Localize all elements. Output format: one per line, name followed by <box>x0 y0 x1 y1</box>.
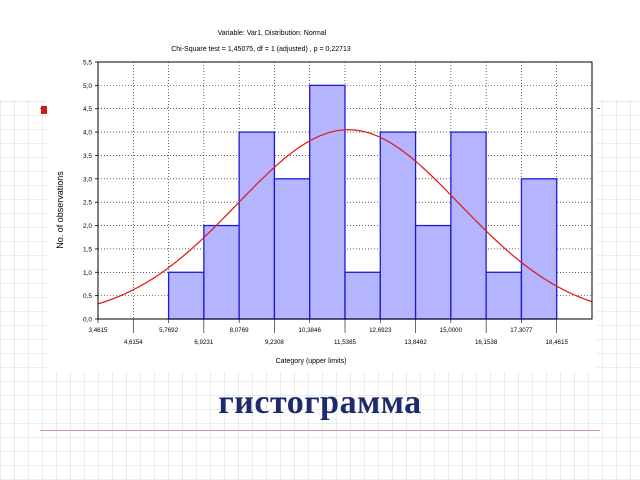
y-tick-label: 2,0 <box>83 223 92 230</box>
x-tick-label: 3,4615 <box>89 327 108 334</box>
bars-layer <box>167 84 558 320</box>
x-tick-label: 16,1538 <box>475 339 498 346</box>
x-tick-label: 8,0769 <box>230 327 249 334</box>
chart-subtitle: Chi-Square test = 1,45075, df = 1 (adjus… <box>171 46 351 53</box>
histogram-bar <box>238 131 276 320</box>
accent-square <box>41 106 49 114</box>
histogram-bar <box>344 271 381 320</box>
y-tick-label: 0,0 <box>83 317 92 324</box>
chart-svg: Variable: Var1, Distribution: Normal Chi… <box>55 30 593 365</box>
histogram-bar <box>167 271 205 320</box>
histogram-bar <box>520 178 558 320</box>
x-tick-label: 9,2308 <box>265 339 284 346</box>
normal-fit-curve <box>97 129 593 305</box>
x-tick-label: 15,0000 <box>440 327 463 334</box>
histogram-chart: Variable: Var1, Distribution: Normal Chi… <box>47 22 597 372</box>
histogram-bar <box>309 84 346 320</box>
x-axis-label: Category (upper limits) <box>276 358 347 365</box>
ticks-layer: 0,0 0,5 1,0 1,5 2,0 2,5 3,0 3,5 4,0 4,5 5,0 5,5 3,46… <box>83 60 568 347</box>
accent-line-bottom <box>40 430 600 431</box>
x-tick-label: 12,6923 <box>369 327 392 334</box>
x-tick-label: 6,9231 <box>194 339 213 346</box>
y-tick-label: 4,5 <box>83 106 92 113</box>
chart-title: Variable: Var1, Distribution: Normal <box>218 30 327 37</box>
y-tick-label: 1,0 <box>83 270 92 277</box>
x-tick-label: 10,3846 <box>299 327 322 334</box>
histogram-bar <box>485 271 523 320</box>
curve-layer <box>97 129 593 305</box>
y-tick-label: 0,5 <box>83 293 92 300</box>
x-tick-label: 18,4615 <box>546 339 569 346</box>
y-tick-label: 2,5 <box>83 200 92 207</box>
x-tick-label: 13,8462 <box>404 339 427 346</box>
slide-caption: гистограмма <box>218 384 422 421</box>
x-tick-label: 4,6154 <box>124 339 143 346</box>
y-tick-label: 1,5 <box>83 246 92 253</box>
x-tick-label: 11,5385 <box>334 339 356 346</box>
x-tick-label: 17,3077 <box>510 327 533 334</box>
y-tick-label: 3,5 <box>83 153 92 160</box>
y-tick-label: 3,0 <box>83 176 92 183</box>
histogram-bar <box>203 224 240 320</box>
histogram-bar <box>379 131 417 320</box>
x-tick-label: 5,7692 <box>159 327 178 334</box>
y-axis-label: No. of observations <box>55 171 65 249</box>
histogram-bar <box>273 178 311 320</box>
histogram-bar <box>414 224 452 320</box>
y-tick-label: 4,0 <box>83 130 92 137</box>
y-tick-label: 5,5 <box>83 60 92 67</box>
y-tick-label: 5,0 <box>83 83 92 90</box>
